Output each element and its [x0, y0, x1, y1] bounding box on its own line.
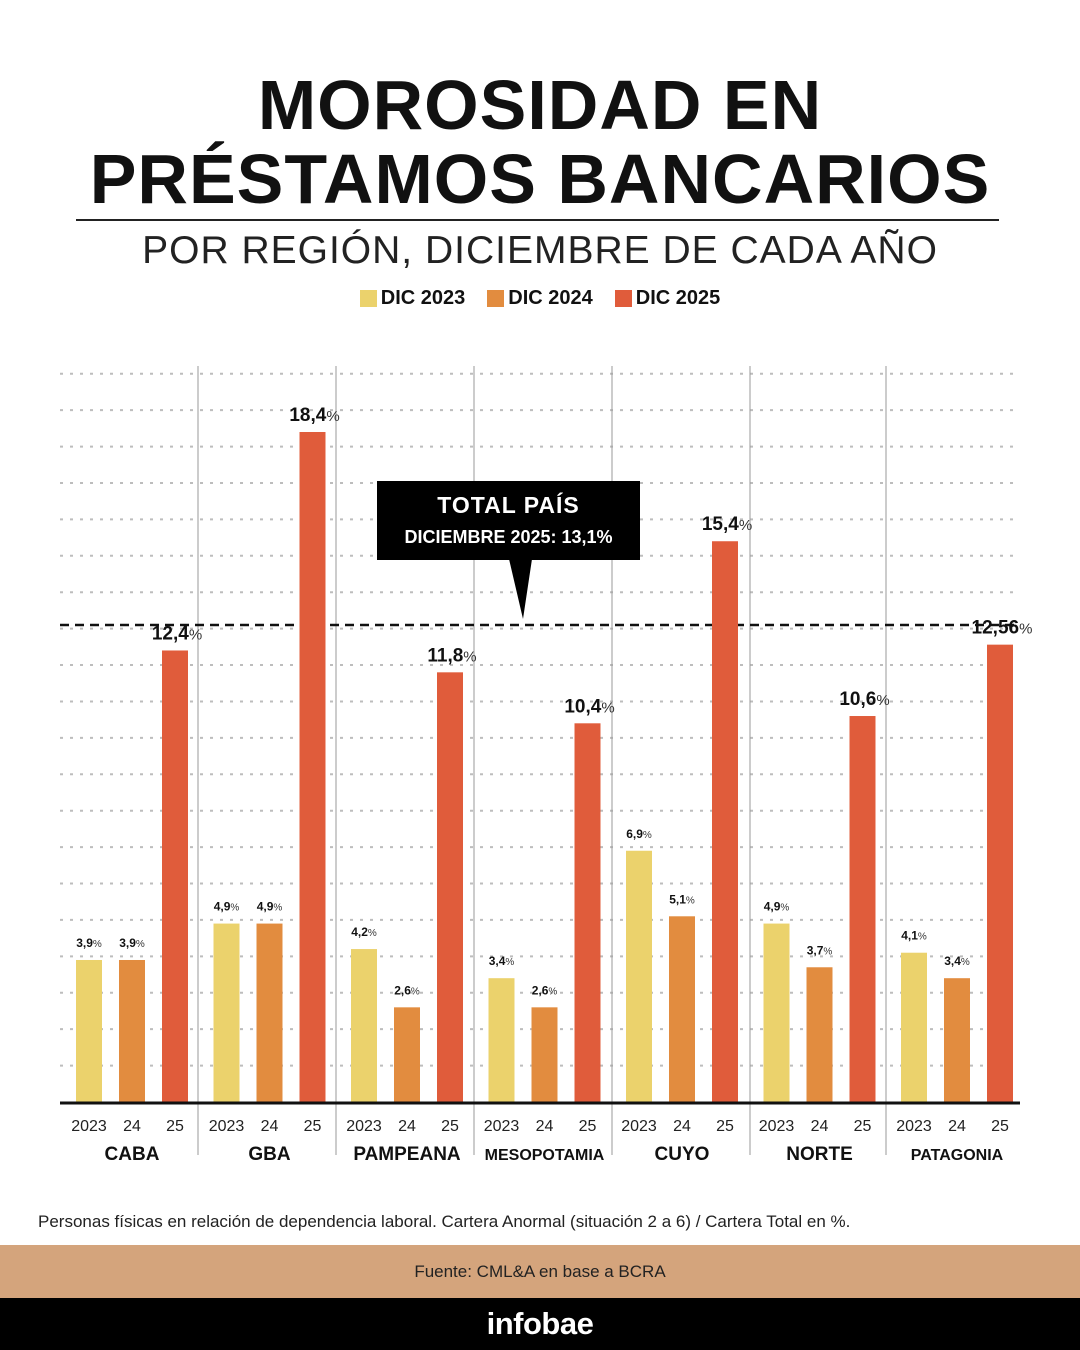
year-tick-label: 25	[166, 1118, 184, 1135]
bar-value-label: 4,2%	[351, 925, 377, 939]
bar-value-label: 3,4%	[489, 954, 515, 968]
category-label: CUYO	[655, 1144, 710, 1165]
year-tick-label: 25	[991, 1118, 1009, 1135]
year-tick-label: 2023	[484, 1118, 520, 1135]
bar-2023	[351, 949, 377, 1102]
bar-value-label: 5,1%	[669, 892, 695, 906]
year-tick-label: 2023	[759, 1118, 795, 1135]
footer: infobae	[0, 1298, 1080, 1350]
bar-value-label: 12,4%	[152, 623, 202, 644]
year-tick-label: 2023	[209, 1118, 245, 1135]
bar-value-label: 10,4%	[564, 696, 614, 717]
chart-title: MOROSIDAD EN PRÉSTAMOS BANCARIOS	[0, 68, 1080, 216]
year-tick-label: 25	[304, 1118, 322, 1135]
bar-2023	[901, 952, 927, 1102]
bar-2025	[574, 723, 601, 1102]
year-tick-label: 24	[948, 1118, 966, 1135]
year-tick-label: 2023	[621, 1118, 657, 1135]
bar-value-label: 2,6%	[394, 983, 420, 997]
bar-value-label: 18,4%	[289, 405, 339, 426]
bar-value-label: 11,8%	[427, 645, 476, 666]
year-tick-label: 24	[261, 1118, 279, 1135]
year-tick-label: 25	[716, 1118, 734, 1135]
reference-callout-value: DICIEMBRE 2025: 13,1%	[404, 527, 612, 547]
category-label: CABA	[105, 1144, 160, 1165]
legend: DIC 2023 DIC 2024 DIC 2025	[0, 285, 1080, 311]
year-tick-label: 2023	[346, 1118, 382, 1135]
infobae-logo: infobae	[486, 1306, 594, 1341]
legend-swatch-2025	[614, 289, 632, 307]
legend-label-2023: DIC 2023	[380, 286, 466, 309]
bar-value-label: 4,9%	[214, 900, 240, 914]
bar-value-label: 3,7%	[807, 943, 833, 957]
bar-2025	[162, 650, 188, 1102]
reference-callout-title: TOTAL PAÍS	[437, 491, 579, 518]
title-line-1: MOROSIDAD EN	[257, 66, 823, 144]
title-line-2: PRÉSTAMOS BANCARIOS	[89, 140, 991, 218]
legend-swatch-2024	[487, 289, 505, 307]
year-tick-label: 25	[441, 1118, 459, 1135]
bar-2023	[213, 923, 240, 1102]
bar-2023	[626, 850, 652, 1102]
bar-2024	[531, 1007, 558, 1102]
source-text: Fuente: CML&A en base a BCRA	[414, 1261, 666, 1281]
bar-2024	[394, 1007, 420, 1102]
bar-2025	[987, 644, 1013, 1102]
bar-2025	[849, 716, 876, 1102]
bar-2025	[437, 672, 463, 1102]
year-tick-label: 24	[536, 1118, 554, 1135]
bar-2024	[806, 967, 833, 1102]
bar-value-label: 6,9%	[626, 827, 652, 841]
bar-value-label: 2,6%	[532, 983, 558, 997]
category-label: PAMPEANA	[353, 1144, 461, 1165]
reference-callout-box	[377, 481, 640, 560]
bar-value-label: 3,9%	[119, 936, 145, 950]
legend-label-2025: DIC 2025	[635, 286, 721, 309]
year-tick-label: 2023	[896, 1118, 932, 1135]
legend-item-2024: DIC 2024	[487, 287, 593, 310]
bar-chart: TOTAL PAÍS DICIEMBRE 2025: 13,1% 3,9% 2023 3…	[60, 366, 1033, 1165]
bar-value-label: 15,4%	[702, 514, 752, 535]
legend-item-2025: DIC 2025	[614, 286, 721, 310]
bar-value-label: 10,6%	[839, 689, 889, 710]
bar-2024	[256, 923, 283, 1102]
year-tick-label: 25	[579, 1118, 597, 1135]
year-tick-label: 24	[398, 1118, 416, 1135]
category-label: NORTE	[786, 1144, 853, 1165]
bar-2023	[76, 959, 102, 1102]
year-tick-label: 2023	[71, 1118, 107, 1135]
bar-value-label: 4,1%	[901, 929, 927, 943]
bar-2023	[488, 978, 515, 1102]
title-divider	[76, 219, 999, 221]
bar-2024	[119, 959, 145, 1102]
year-tick-label: 25	[854, 1118, 872, 1135]
bar-value-label: 3,4%	[944, 954, 970, 968]
bar-2024	[944, 978, 970, 1102]
year-tick-label: 24	[811, 1118, 829, 1135]
bar-2023	[763, 923, 790, 1102]
bar-value-label: 12,56%	[972, 618, 1033, 639]
bar-value-label: 3,9%	[76, 936, 102, 950]
reference-callout-pointer	[509, 559, 532, 619]
legend-label-2024: DIC 2024	[508, 286, 593, 309]
bar-value-label: 4,9%	[764, 900, 790, 914]
chart-subtitle: POR REGIÓN, DICIEMBRE DE CADA AÑO	[142, 229, 938, 272]
bar-2025	[299, 432, 326, 1102]
category-label: MESOPOTAMIA	[485, 1147, 605, 1164]
year-tick-label: 24	[673, 1118, 691, 1135]
bar-2024	[669, 916, 695, 1102]
source-band: Fuente: CML&A en base a BCRA	[0, 1245, 1080, 1298]
category-label: PATAGONIA	[911, 1147, 1004, 1164]
legend-swatch-2023	[359, 289, 377, 307]
bar-2025	[712, 541, 738, 1102]
footnote: Personas físicas en relación de dependen…	[38, 1212, 851, 1231]
category-label: GBA	[248, 1144, 291, 1165]
bar-value-label: 4,9%	[257, 900, 283, 914]
legend-item-2023: DIC 2023	[359, 286, 466, 310]
year-tick-label: 24	[123, 1118, 141, 1135]
